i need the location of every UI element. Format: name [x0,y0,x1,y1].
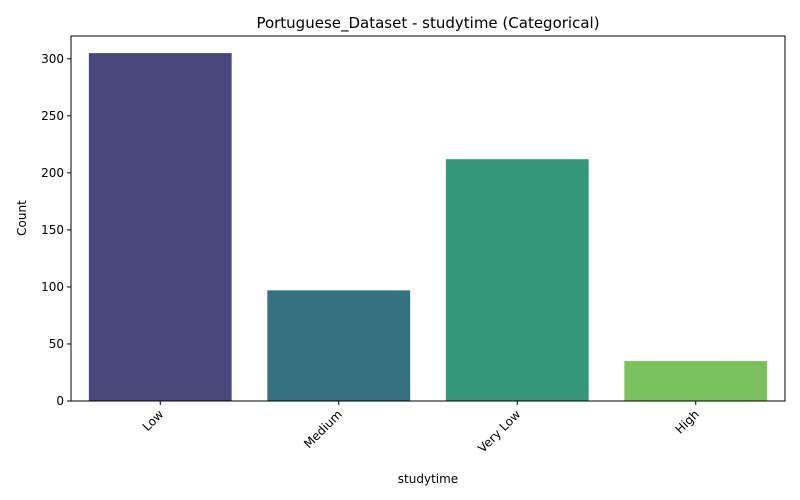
y-tick-label: 100 [41,280,64,294]
chart-title: Portuguese_Dataset - studytime (Categori… [256,14,599,33]
y-tick-label: 250 [41,109,64,123]
y-axis: 0 50 100 150 200 250 300 [41,52,71,408]
y-tick-label: 200 [41,166,64,180]
y-tick-label: 0 [56,394,64,408]
x-axis-label: studytime [398,472,458,486]
bar-high [624,361,768,401]
plot-frame [70,35,786,402]
y-tick-label: 150 [41,223,64,237]
y-tick-label: 300 [41,52,64,66]
y-tick-label: 50 [49,337,64,351]
bars [88,53,768,401]
bar-medium [267,290,411,401]
bar-low [88,53,232,401]
y-axis-label: Count [15,200,29,236]
bar-very-low [445,159,589,401]
